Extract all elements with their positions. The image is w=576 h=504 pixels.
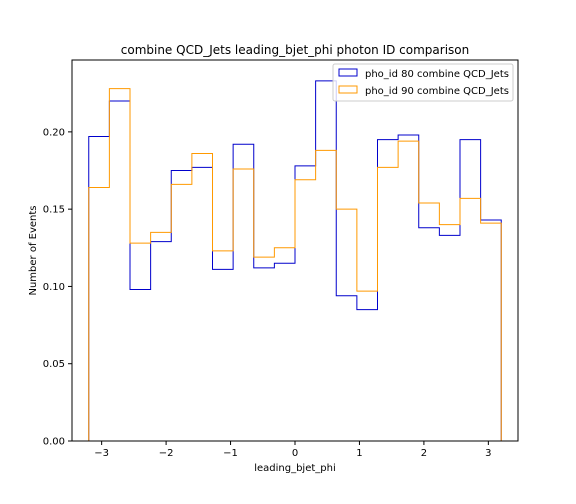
- legend-label-pho-id-80: pho_id 80 combine QCD_Jets: [365, 69, 509, 80]
- legend-swatch-pho-id-80: [338, 68, 358, 77]
- y-tick-label: 0.20: [43, 127, 65, 138]
- x-tick-label: −3: [94, 448, 109, 459]
- x-tick-label: 3: [485, 448, 491, 459]
- histogram-series-0: [88, 80, 502, 441]
- y-tick-label: 0.10: [43, 282, 65, 293]
- x-tick-label: 2: [421, 448, 427, 459]
- chart-title: combine QCD_Jets leading_bjet_phi photon…: [121, 43, 470, 57]
- legend-box: [332, 63, 514, 102]
- y-tick-label: 0.00: [43, 437, 65, 448]
- x-axis-label: leading_bjet_phi: [254, 463, 336, 474]
- x-tick-label: 0: [292, 448, 298, 459]
- x-tick-label: 1: [356, 448, 362, 459]
- y-axis-label: Number of Events: [28, 205, 39, 295]
- x-tick-label: −2: [159, 448, 174, 459]
- x-tick-label: −1: [223, 448, 238, 459]
- legend: pho_id 80 combine QCD_Jets pho_id 90 com…: [332, 63, 514, 102]
- y-axis: 0.00 0.05 0.10 0.15 0.20: [43, 127, 72, 448]
- plot-area: [88, 80, 502, 441]
- y-tick-label: 0.15: [43, 205, 65, 216]
- x-axis: −3 −2 −1 0 1 2 3: [94, 441, 492, 459]
- legend-swatch-pho-id-90: [338, 85, 358, 94]
- legend-label-pho-id-90: pho_id 90 combine QCD_Jets: [365, 86, 509, 97]
- histogram-series-1: [88, 88, 502, 441]
- y-tick-label: 0.05: [43, 359, 65, 370]
